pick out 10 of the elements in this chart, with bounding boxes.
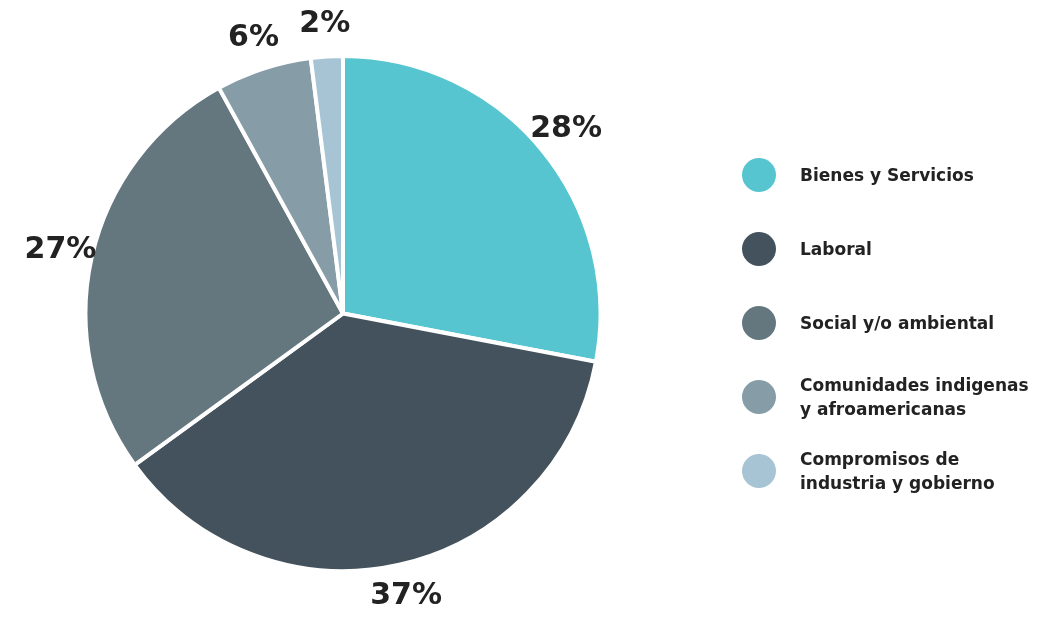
data-label: 2% bbox=[299, 4, 351, 40]
data-label: 27% bbox=[24, 230, 97, 266]
data-label: 37% bbox=[370, 575, 443, 611]
legend-label: Bienes y Servicios bbox=[800, 164, 975, 187]
legend-label: Laboral bbox=[800, 238, 873, 261]
data-label: 6% bbox=[228, 17, 280, 53]
legend-label: Social y/o ambiental bbox=[800, 312, 996, 335]
data-label: 28% bbox=[530, 108, 602, 144]
legend-label: Comunidades indigenas y afroamericanas bbox=[800, 374, 1030, 421]
legend-label: Compromisos de industria y gobierno bbox=[800, 448, 996, 495]
